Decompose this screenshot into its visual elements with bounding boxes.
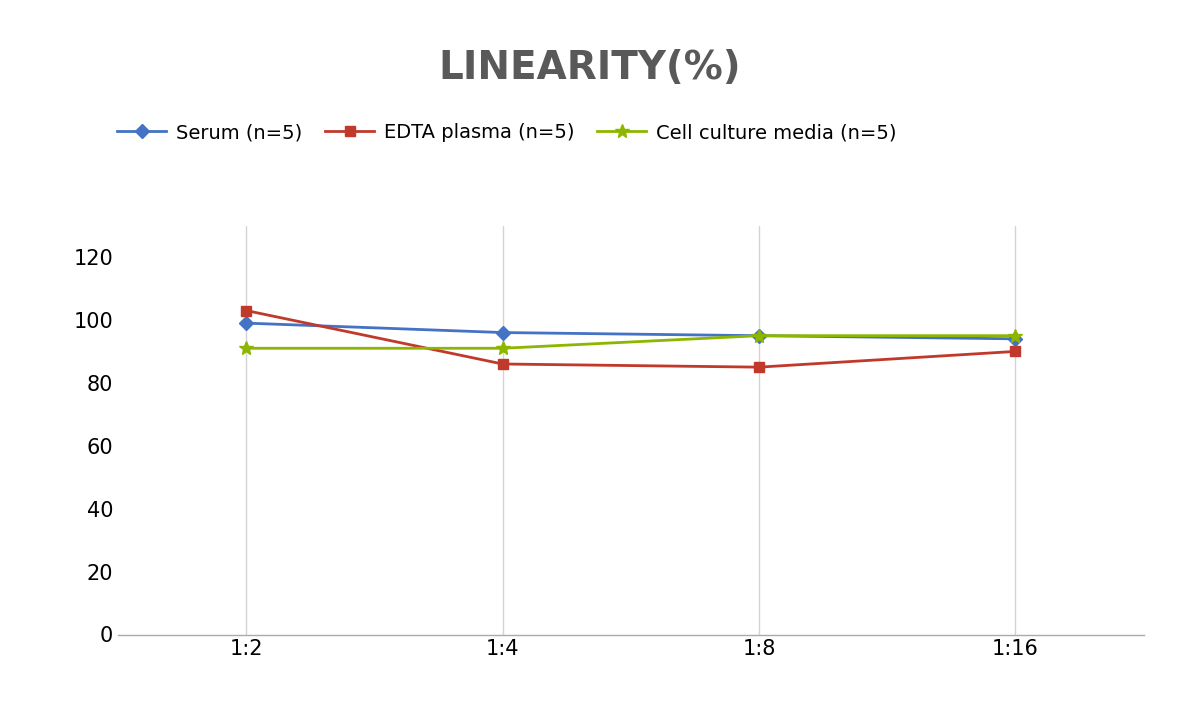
Cell culture media (n=5) bbox=[752, 331, 766, 340]
EDTA plasma (n=5) bbox=[1008, 347, 1022, 355]
EDTA plasma (n=5) bbox=[752, 363, 766, 372]
Serum (n=5) bbox=[239, 319, 253, 327]
Cell culture media (n=5) bbox=[1008, 331, 1022, 340]
Serum (n=5) bbox=[495, 329, 509, 337]
Cell culture media (n=5) bbox=[495, 344, 509, 352]
Line: Serum (n=5): Serum (n=5) bbox=[242, 318, 1020, 344]
Line: Cell culture media (n=5): Cell culture media (n=5) bbox=[239, 329, 1022, 355]
Cell culture media (n=5) bbox=[239, 344, 253, 352]
EDTA plasma (n=5) bbox=[495, 360, 509, 368]
Line: EDTA plasma (n=5): EDTA plasma (n=5) bbox=[242, 306, 1020, 372]
EDTA plasma (n=5) bbox=[239, 306, 253, 314]
Legend: Serum (n=5), EDTA plasma (n=5), Cell culture media (n=5): Serum (n=5), EDTA plasma (n=5), Cell cul… bbox=[118, 123, 896, 142]
Text: LINEARITY(%): LINEARITY(%) bbox=[439, 49, 740, 87]
Serum (n=5) bbox=[752, 331, 766, 340]
Serum (n=5) bbox=[1008, 335, 1022, 343]
